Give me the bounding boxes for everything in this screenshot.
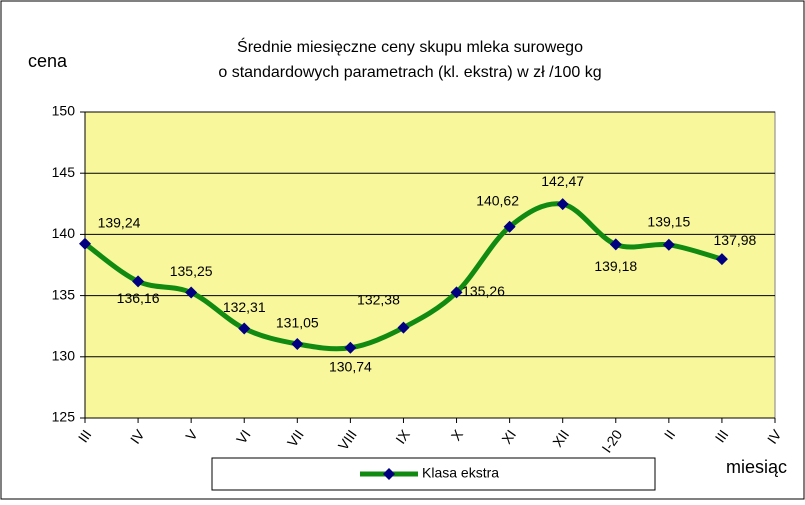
- marker: [662, 238, 675, 251]
- x-axis-label: miesiąc: [726, 457, 787, 477]
- y-tick-label: 140: [52, 225, 76, 241]
- data-label: 135,25: [170, 263, 213, 279]
- marker: [344, 341, 357, 354]
- marker: [715, 253, 728, 266]
- data-label: 130,74: [329, 358, 372, 374]
- legend-marker: [383, 468, 395, 480]
- marker: [609, 238, 622, 251]
- chart-title: Średnie miesięczne ceny skupu mleka suro…: [237, 37, 583, 56]
- marker: [185, 286, 198, 299]
- data-label: 135,26: [462, 283, 505, 299]
- marker: [450, 286, 463, 299]
- marker: [556, 198, 569, 211]
- y-tick-label: 145: [52, 164, 76, 180]
- chart-title: o standardowych parametrach (kl. ekstra)…: [218, 64, 601, 81]
- marker: [132, 275, 145, 288]
- marker: [291, 337, 304, 350]
- data-label: 132,38: [357, 291, 400, 307]
- data-label: 131,05: [276, 315, 319, 331]
- marker: [79, 237, 91, 250]
- data-label: 139,24: [98, 214, 141, 230]
- legend-label: Klasa ekstra: [422, 465, 499, 481]
- y-tick-label: 150: [52, 103, 76, 119]
- data-label: 139,15: [647, 214, 690, 230]
- marker: [238, 322, 251, 335]
- data-label: 137,98: [714, 232, 757, 248]
- data-label: 132,31: [223, 299, 266, 315]
- plot-area: [84, 111, 776, 419]
- data-label: 142,47: [541, 173, 584, 189]
- data-label: 139,18: [594, 258, 637, 274]
- y-tick-label: 130: [52, 348, 76, 364]
- marker: [397, 321, 410, 334]
- data-label: 140,62: [476, 193, 519, 209]
- y-axis-label: cena: [28, 51, 68, 71]
- legend: [211, 457, 656, 491]
- data-label: 136,16: [117, 290, 160, 306]
- y-tick-label: 125: [52, 409, 76, 425]
- marker: [503, 220, 516, 233]
- y-tick-label: 135: [52, 286, 76, 302]
